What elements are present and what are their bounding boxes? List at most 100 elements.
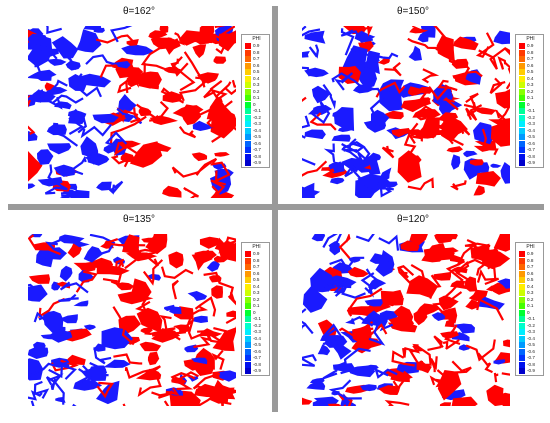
- positive-phase-region: [65, 354, 86, 365]
- interface-strand: [134, 63, 148, 85]
- interface-strand: [429, 375, 454, 386]
- interface-strand: [117, 79, 132, 94]
- interface-strand: [362, 26, 373, 37]
- negative-phase-region: [40, 334, 55, 340]
- colorbar-label: 0.1: [527, 303, 534, 308]
- interface-strand: [84, 151, 99, 165]
- interface-strand: [322, 83, 336, 110]
- colorbar-label: 0.9: [527, 251, 534, 256]
- panel-title: θ=150°: [396, 6, 430, 17]
- colorbar-swatch: [245, 368, 251, 374]
- interface-strand: [493, 372, 499, 383]
- interface-strand: [341, 144, 358, 154]
- negative-phase-region: [338, 126, 354, 132]
- interface-strand: [392, 370, 413, 390]
- interface-strand: [224, 79, 236, 96]
- positive-phase-region: [141, 237, 160, 244]
- interface-strand: [474, 245, 489, 276]
- colorbar-label: -0.6: [527, 348, 535, 354]
- colorbar-title: PHI: [252, 36, 261, 42]
- interface-strand: [72, 403, 77, 406]
- colorbar-swatch: [519, 335, 525, 342]
- colorbar-swatch: [245, 147, 251, 153]
- interface-strand: [122, 403, 126, 406]
- negative-phase-region: [304, 30, 326, 44]
- negative-phase-region: [493, 359, 506, 365]
- positive-phase-region: [189, 35, 216, 45]
- colorbar-label: -0.3: [527, 329, 535, 334]
- interface-strand: [28, 125, 36, 135]
- interface-strand: [110, 26, 133, 43]
- positive-phase-region: [452, 74, 467, 81]
- colorbar-swatch: [519, 368, 525, 374]
- negative-phase-region: [83, 324, 96, 331]
- colorbar-swatch: [519, 49, 525, 56]
- positive-phase-region: [212, 328, 236, 352]
- colorbar-label: 0.4: [527, 75, 534, 81]
- colorbar-swatch: [519, 140, 525, 147]
- colorbar-swatch: [245, 95, 251, 101]
- colorbar-label: -0.1: [527, 108, 535, 113]
- positive-phase-region: [347, 266, 369, 278]
- interface-strand: [431, 124, 464, 146]
- interface-strand: [427, 335, 444, 351]
- interface-strand: [463, 92, 479, 110]
- colorbar-label: 0.4: [527, 283, 534, 289]
- interface-strand: [211, 349, 225, 370]
- colorbar-swatch: [245, 322, 251, 329]
- colorbar-label: -0.6: [527, 140, 535, 146]
- colorbar-swatch: [245, 88, 251, 95]
- negative-phase-region: [304, 67, 329, 78]
- colorbar-label: -0.9: [527, 368, 535, 373]
- interface-strand: [465, 258, 497, 279]
- colorbar-label: 0.1: [253, 303, 260, 308]
- colorbar-swatch: [519, 114, 525, 121]
- interface-strand: [437, 79, 458, 92]
- interface-strand: [99, 64, 130, 78]
- interface-strand: [137, 376, 162, 397]
- interface-strand: [368, 317, 386, 346]
- colorbar-swatch: [519, 322, 525, 329]
- colorbar-legend: PHI 0.9 0.8 0.7 0.6 0.5 0.4 0.3 0.2 0.1 0 -0.1 -0.2…: [515, 242, 544, 376]
- panel-theta-150: θ=150° PHI 0.9 0.8 0.7 0.6 0.5 0.4 0.3 0.2 0.1 0-…: [282, 6, 544, 202]
- negative-phase-region: [51, 36, 79, 59]
- interface-strand: [160, 87, 185, 104]
- negative-phase-region: [420, 26, 436, 38]
- interface-strand: [33, 311, 52, 327]
- positive-phase-region: [387, 298, 404, 306]
- colorbar-label: 0.2: [527, 296, 534, 302]
- positive-phase-region: [129, 141, 163, 168]
- interface-strand: [481, 128, 499, 156]
- negative-phase-region: [364, 299, 383, 307]
- interface-strand: [68, 111, 84, 135]
- interface-strand: [331, 72, 361, 87]
- colorbar-title: PHI: [526, 244, 535, 250]
- colorbar-label: -0.2: [253, 114, 261, 120]
- interface-strand: [323, 143, 336, 163]
- negative-phase-region: [118, 94, 137, 114]
- interface-strand: [45, 236, 68, 250]
- interface-strand: [442, 121, 471, 145]
- interface-strand: [211, 123, 236, 143]
- interface-strand: [193, 97, 223, 119]
- colorbar-label: 0.9: [527, 43, 534, 48]
- colorbar-label: 0: [253, 309, 256, 315]
- interface-strand: [192, 372, 221, 393]
- colorbar-swatch: [245, 290, 251, 296]
- colorbar-label: -0.7: [253, 147, 261, 152]
- colorbar-label: 0.5: [527, 69, 534, 74]
- colorbar-label: 0.1: [527, 95, 534, 100]
- positive-phase-region: [162, 185, 182, 198]
- positive-phase-region: [400, 97, 431, 113]
- colorbar-swatch: [519, 309, 525, 316]
- colorbar-label: -0.4: [253, 127, 261, 133]
- negative-phase-region: [379, 83, 403, 112]
- interface-strand: [408, 344, 425, 365]
- negative-phase-region: [192, 120, 217, 131]
- colorbar-swatch: [519, 160, 525, 166]
- positive-phase-region: [409, 26, 429, 34]
- interface-strand: [195, 157, 218, 176]
- interface-strand: [451, 360, 472, 374]
- negative-phase-region: [313, 396, 339, 406]
- negative-phase-region: [191, 357, 208, 365]
